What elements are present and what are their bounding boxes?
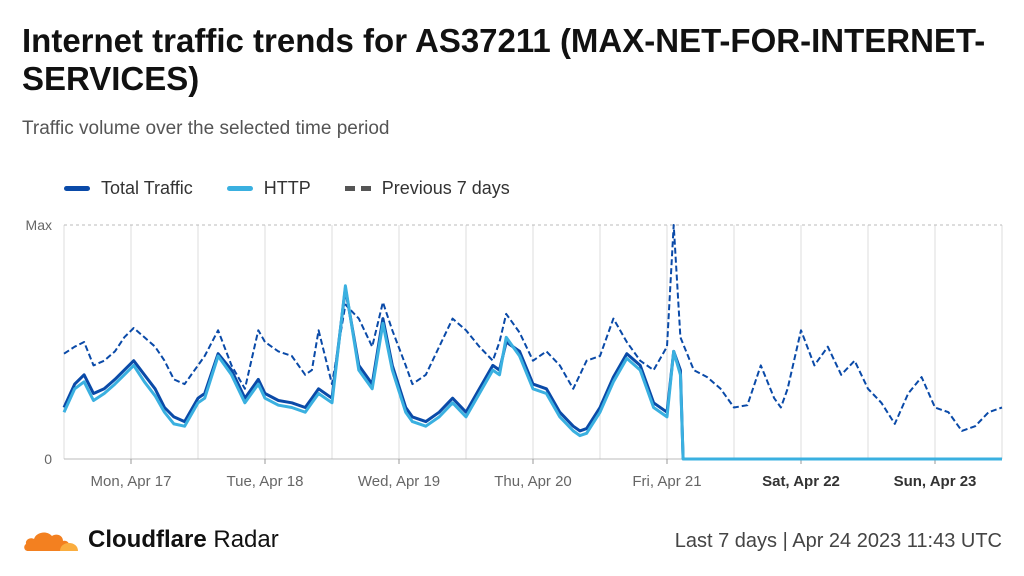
x-tick-label: Fri, Apr 21: [632, 473, 701, 490]
cloud-icon: [24, 532, 78, 551]
legend-swatch-total-traffic: [64, 186, 90, 191]
legend-label: HTTP: [263, 178, 311, 198]
x-tick-label: Tue, Apr 18: [227, 473, 304, 490]
legend-label: Total Traffic: [101, 178, 193, 198]
legend-swatch-http: [226, 186, 253, 191]
brand-name: Cloudflare Radar: [88, 526, 279, 553]
chart-legend: Total Traffic HTTP Previous 7 days: [64, 178, 544, 199]
series-line-http: [62, 284, 1002, 461]
legend-label: Previous 7 days: [381, 178, 510, 198]
x-tick-label: Sat, Apr 22: [762, 473, 840, 490]
legend-item-http[interactable]: HTTP: [226, 178, 311, 199]
y-tick-label: 0: [44, 451, 52, 467]
chart-title: Internet traffic trends for AS37211 (MAX…: [22, 22, 986, 97]
y-tick-label: Max: [26, 217, 52, 233]
x-tick-label: Wed, Apr 19: [358, 473, 440, 490]
cloudflare-logo: Cloudflare Radar: [22, 526, 279, 554]
time-period-label: Last 7 days | Apr 24 2023 11:43 UTC: [674, 530, 1002, 552]
series-line-previous-7-days: [63, 224, 1003, 432]
chart-subtitle: Traffic volume over the selected time pe…: [22, 118, 390, 139]
x-tick-label: Sun, Apr 23: [894, 473, 977, 490]
legend-item-previous-7-days[interactable]: Previous 7 days: [344, 178, 510, 199]
x-tick-label: Thu, Apr 20: [494, 473, 572, 490]
legend-item-total-traffic[interactable]: Total Traffic: [64, 178, 193, 199]
traffic-chart: Max 0 Mon, Apr 17 Tue, Apr 18 Wed, Apr 19 Thu…: [26, 217, 1003, 490]
legend-swatch-previous-7-days: [344, 186, 371, 191]
x-tick-label: Mon, Apr 17: [91, 473, 172, 490]
